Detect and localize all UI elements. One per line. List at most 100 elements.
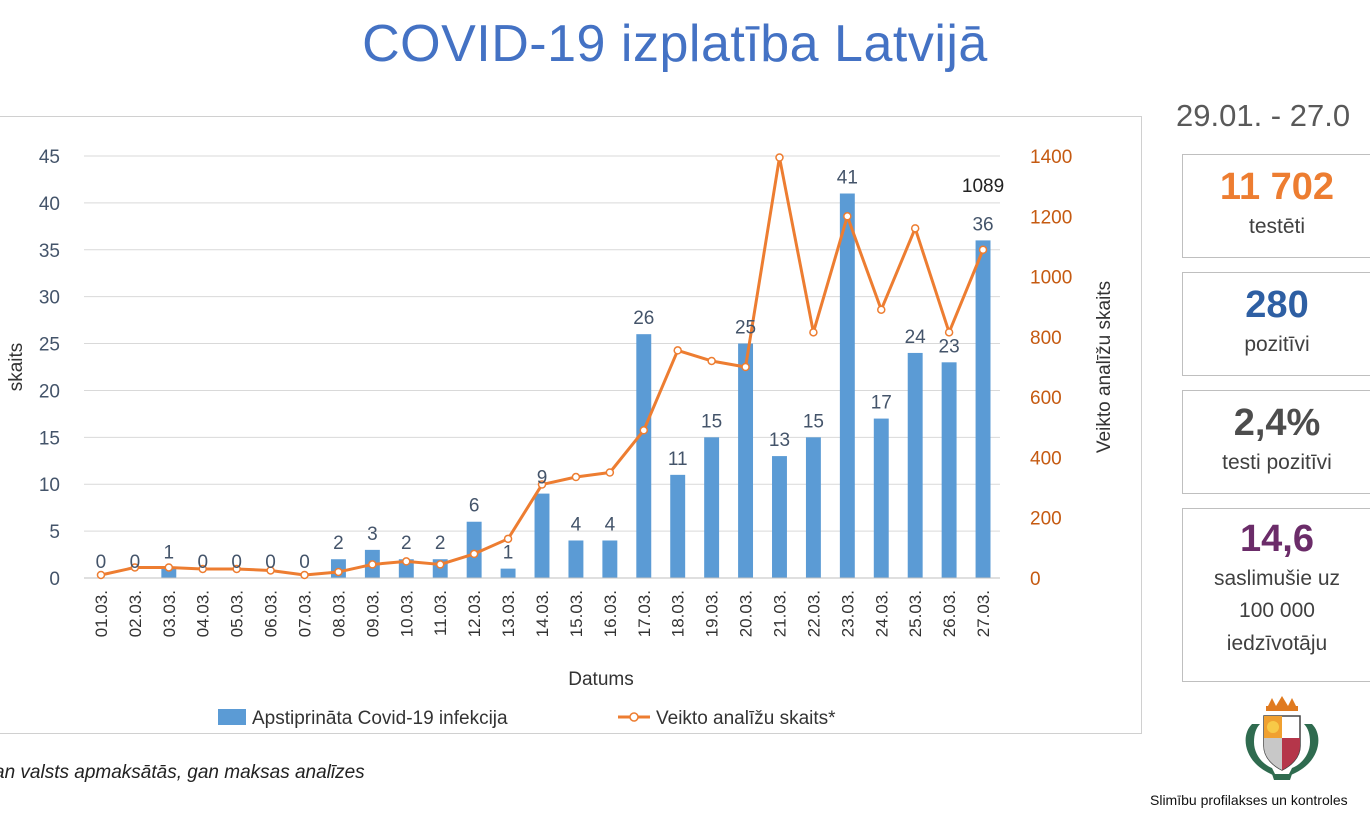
footnote: an valsts apmaksātās, gan maksas analīze… (0, 762, 365, 783)
x-tick-label: 21.03. (770, 590, 789, 637)
y-tick-label: 45 (39, 147, 60, 168)
line-point (605, 468, 615, 477)
y2-tick-label: 600 (1030, 388, 1062, 409)
line-point (978, 245, 988, 254)
bar-data-label: 2 (333, 533, 344, 554)
bar-data-label: 0 (130, 552, 141, 573)
y-axis-title: skaits (6, 343, 27, 392)
y-tick-label: 5 (49, 522, 60, 543)
bar-data-label: 26 (633, 308, 654, 329)
bar (941, 362, 957, 578)
x-tick-label: 09.03. (363, 590, 382, 637)
bar (161, 568, 177, 578)
x-tick-label: 08.03. (329, 590, 348, 637)
stat-positive-rate-value: 2,4% (1233, 402, 1321, 444)
line-point (368, 560, 377, 569)
stat-per-100k-label-3: iedzīvotāju (1226, 631, 1328, 655)
bar-data-label: 11 (668, 449, 688, 470)
line-point (910, 224, 920, 233)
bar (772, 456, 787, 578)
x-tick-label: 01.03. (92, 590, 111, 637)
bar-data-label: 17 (871, 393, 892, 414)
bar (568, 540, 584, 578)
bar-data-label: 15 (701, 411, 722, 432)
line-point (809, 328, 818, 337)
bar-data-label: 1 (503, 543, 514, 564)
y-tick-label: 0 (49, 569, 60, 590)
y-tick-label: 35 (39, 241, 60, 262)
line-point (571, 472, 581, 482)
bar (534, 493, 550, 578)
bar (907, 352, 923, 578)
line-point (266, 566, 275, 575)
y2-tick-label: 1000 (1030, 268, 1072, 289)
stat-tested-value: 11 702 (1219, 166, 1335, 208)
x-tick-label: 04.03. (194, 590, 213, 637)
x-tick-label: 07.03. (296, 590, 315, 637)
stat-positive: 280 pozitīvi (1182, 272, 1370, 376)
line-point (435, 560, 445, 569)
legend-bar-swatch (218, 709, 246, 725)
line-point (775, 153, 784, 162)
x-tick-label: 15.03. (567, 590, 586, 637)
line-point (300, 570, 309, 580)
y2-tick-label: 800 (1030, 328, 1062, 349)
bar-data-label: 25 (735, 318, 756, 339)
bar (738, 343, 754, 578)
stat-per-100k-label-2: 100 000 (1239, 599, 1315, 623)
bar-data-label: 0 (299, 552, 310, 573)
bar (975, 240, 991, 578)
x-tick-label: 02.03. (126, 590, 145, 637)
x-tick-label: 26.03. (940, 590, 959, 637)
bar (602, 540, 618, 578)
line-point (232, 564, 241, 574)
bar-data-label: 41 (837, 168, 858, 189)
bar-data-label: 2 (401, 533, 412, 554)
x-tick-label: 17.03. (635, 590, 654, 637)
line-point (198, 564, 207, 574)
x-tick-label: 19.03. (703, 590, 722, 637)
line-data-label: 1089 (962, 176, 1004, 197)
y-tick-label: 15 (39, 428, 60, 449)
x-tick-label: 11.03. (431, 590, 450, 636)
x-tick-label: 12.03. (465, 590, 484, 637)
x-tick-label: 10.03. (397, 590, 416, 637)
x-tick-label: 23.03. (838, 590, 857, 637)
line-point (877, 305, 886, 314)
x-tick-label: 13.03. (499, 590, 518, 637)
stat-positive-label: pozitīvi (1244, 332, 1310, 356)
legend-bar-label: Apstiprināta Covid-19 infekcija (252, 708, 508, 729)
x-tick-label: 03.03. (160, 590, 179, 637)
page-title: COVID-19 izplatība Latvijā (362, 15, 988, 73)
bar-data-label: 2 (435, 533, 446, 554)
x-tick-label: 20.03. (737, 590, 756, 637)
bar-data-label: 0 (231, 552, 242, 573)
bar-data-label: 24 (905, 327, 927, 348)
legend-line-marker (629, 712, 639, 722)
y2-tick-label: 400 (1030, 448, 1062, 469)
line-point (707, 356, 716, 366)
bar-data-label: 23 (939, 336, 960, 357)
bar-data-label: 6 (469, 496, 480, 517)
y2-axis-title: Veikto analīžu skaits (1094, 281, 1115, 453)
bar-data-label: 0 (96, 552, 107, 573)
bar-data-label: 4 (605, 514, 616, 535)
stat-per-100k-label-1: saslimušie uz (1213, 566, 1341, 590)
y2-tick-label: 1400 (1030, 147, 1072, 168)
line-point (96, 570, 106, 580)
x-tick-label: 25.03. (906, 590, 925, 637)
line-point (503, 534, 513, 544)
y2-tick-label: 200 (1030, 509, 1062, 530)
x-tick-label: 18.03. (669, 590, 688, 637)
stat-per-100k-value: 14,6 (1240, 518, 1314, 560)
legend-line-label: Veikto analīžu skaits* (656, 708, 836, 729)
y2-tick-label: 0 (1030, 569, 1041, 590)
coat-of-arms-logo (1245, 696, 1319, 780)
line-point (537, 480, 547, 489)
x-tick-label: 22.03. (804, 590, 823, 637)
bar-data-label: 36 (972, 214, 993, 235)
line-point (639, 426, 649, 435)
line-point (469, 549, 479, 559)
line-point (944, 328, 954, 337)
bar (670, 474, 686, 578)
